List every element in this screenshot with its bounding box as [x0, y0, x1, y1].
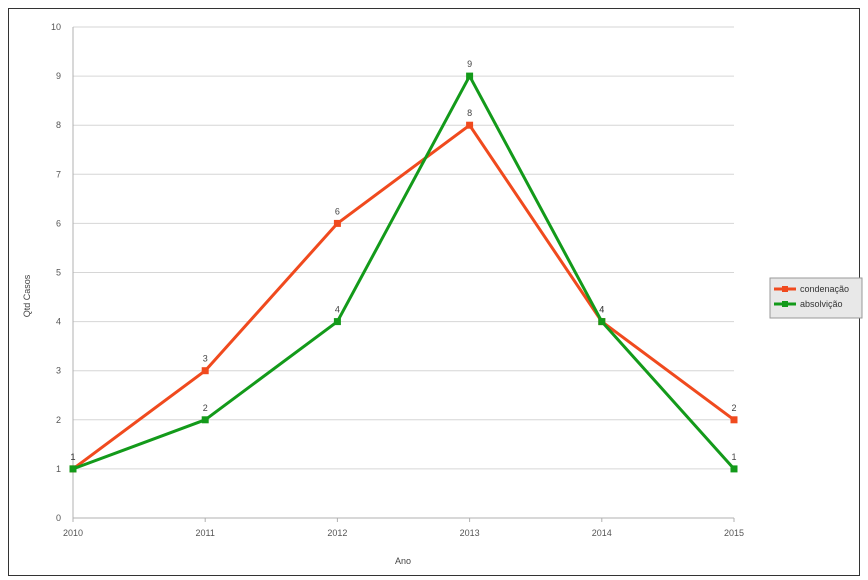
data-point-condenacao [466, 121, 474, 129]
y-tick-labels: 0 1 2 3 4 5 6 7 8 9 10 [51, 22, 61, 523]
data-point-condenacao [333, 219, 341, 227]
data-point-condenacao [730, 416, 738, 424]
data-label-condenacao: 4 [599, 305, 604, 315]
y-tick-label: 4 [56, 317, 61, 327]
legend: condenação absolvição [769, 277, 863, 319]
y-tick-label: 10 [51, 22, 61, 32]
chart-frame [8, 8, 860, 576]
x-axis-title: Ano [395, 556, 411, 566]
data-point-absolvicao [333, 318, 341, 326]
y-tick-label: 1 [56, 464, 61, 474]
y-tick-label: 7 [56, 169, 61, 179]
data-label-condenacao: 2 [731, 403, 736, 413]
x-tick-label: 2010 [63, 528, 83, 538]
legend-item-absolvicao: absolvição [774, 299, 843, 309]
data-point-absolvicao [466, 72, 474, 80]
y-tick-label: 3 [56, 366, 61, 376]
y-tick-label: 9 [56, 71, 61, 81]
y-tick-label: 5 [56, 268, 61, 278]
x-tick-label: 2012 [327, 528, 347, 538]
data-label-condenacao: 8 [467, 108, 472, 118]
x-tick-label: 2015 [724, 528, 744, 538]
data-label-absolvicao: 4 [599, 305, 604, 315]
grid-lines [73, 26, 734, 519]
data-label-absolvicao: 9 [467, 59, 472, 69]
series-group [69, 72, 738, 473]
data-point-absolvicao [201, 416, 209, 424]
data-point-absolvicao [69, 465, 77, 473]
y-tick-label: 6 [56, 218, 61, 228]
x-tick-label: 2013 [460, 528, 480, 538]
data-label-condenacao: 3 [203, 354, 208, 364]
data-point-absolvicao [730, 465, 738, 473]
data-label-absolvicao: 1 [70, 452, 75, 462]
data-label-absolvicao: 2 [203, 403, 208, 413]
data-point-condenacao [201, 367, 209, 375]
y-tick-label: 8 [56, 120, 61, 130]
legend-box [769, 277, 863, 319]
data-label-absolvicao: 4 [335, 305, 340, 315]
x-tick-labels: 2010 2011 2012 2013 2014 2015 [63, 528, 744, 538]
x-tick-label: 2011 [196, 528, 215, 538]
axes [72, 27, 735, 522]
y-axis-title: Qtd Casos [22, 274, 32, 317]
legend-label-condenacao: condenação [800, 284, 849, 294]
series-line-absolvicao [71, 74, 736, 471]
x-tick-label: 2014 [592, 528, 612, 538]
data-label-condenacao: 1 [70, 452, 75, 462]
data-label-absolvicao: 1 [731, 452, 736, 462]
data-point-absolvicao [598, 318, 606, 326]
legend-item-condenacao: condenação [774, 284, 849, 294]
y-tick-label: 0 [56, 513, 61, 523]
data-label-condenacao: 6 [335, 206, 340, 216]
legend-label-absolvicao: absolvição [800, 299, 843, 309]
y-tick-label: 2 [56, 415, 61, 425]
series-line-condenacao [71, 123, 736, 471]
